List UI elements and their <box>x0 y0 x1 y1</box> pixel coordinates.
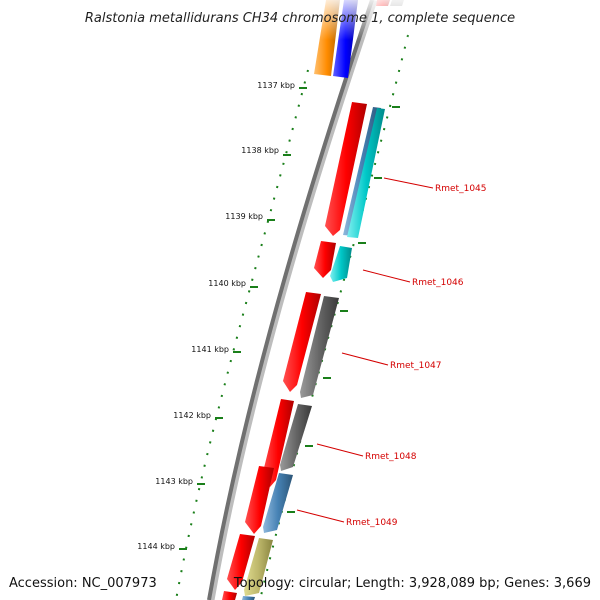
tick-marks <box>179 87 400 550</box>
cds-arrow <box>283 292 321 392</box>
cog-arrow-steel <box>242 596 255 600</box>
cds-arrow <box>314 241 336 278</box>
cog-arrow-gray <box>300 296 339 398</box>
gene-label[interactable]: Rmet_1049 <box>346 518 398 528</box>
map-title: Ralstonia metallidurans CH34 chromosome … <box>85 11 515 26</box>
topology-text: Topology: circular; Length: 3,928,089 bp… <box>233 576 591 591</box>
gene-label[interactable]: Rmet_1046 <box>412 278 464 288</box>
cog-arrow-cyan <box>330 246 352 282</box>
cds-arrow <box>262 399 294 487</box>
tick-label: 1144 kbp <box>137 542 175 551</box>
cds-arrow <box>227 534 255 590</box>
tick-labels: 1137 kbp 1138 kbp 1139 kbp 1140 kbp 1141… <box>137 81 295 551</box>
accession-text: Accession: NC_007973 <box>9 576 157 591</box>
tick-label: 1138 kbp <box>241 146 279 155</box>
gene-label[interactable]: Rmet_1048 <box>365 452 417 462</box>
gene-label[interactable]: Rmet_1045 <box>435 184 487 194</box>
gene-labels: Rmet_1045 Rmet_1046 Rmet_1047 Rmet_1048 … <box>346 184 487 528</box>
cog-arrow-khaki <box>244 538 273 596</box>
tick-label: 1142 kbp <box>173 411 211 420</box>
gene-label[interactable]: Rmet_1047 <box>390 361 442 371</box>
cds-arrow <box>325 102 367 236</box>
tick-label: 1140 kbp <box>208 279 246 288</box>
cds-arrow <box>245 466 274 534</box>
tick-label: 1139 kbp <box>225 212 263 221</box>
tick-label: 1141 kbp <box>191 345 229 354</box>
tick-label: 1137 kbp <box>257 81 295 90</box>
tick-label: 1143 kbp <box>155 477 193 486</box>
cog-arrow-gray <box>280 404 312 471</box>
backbone-shadow <box>207 0 378 600</box>
label-leader-lines <box>296 177 434 523</box>
cog-arrow-steel <box>263 473 293 533</box>
cds-arrow <box>222 591 237 600</box>
top-fade <box>300 0 420 40</box>
cog-arrow-cyan <box>347 108 385 238</box>
